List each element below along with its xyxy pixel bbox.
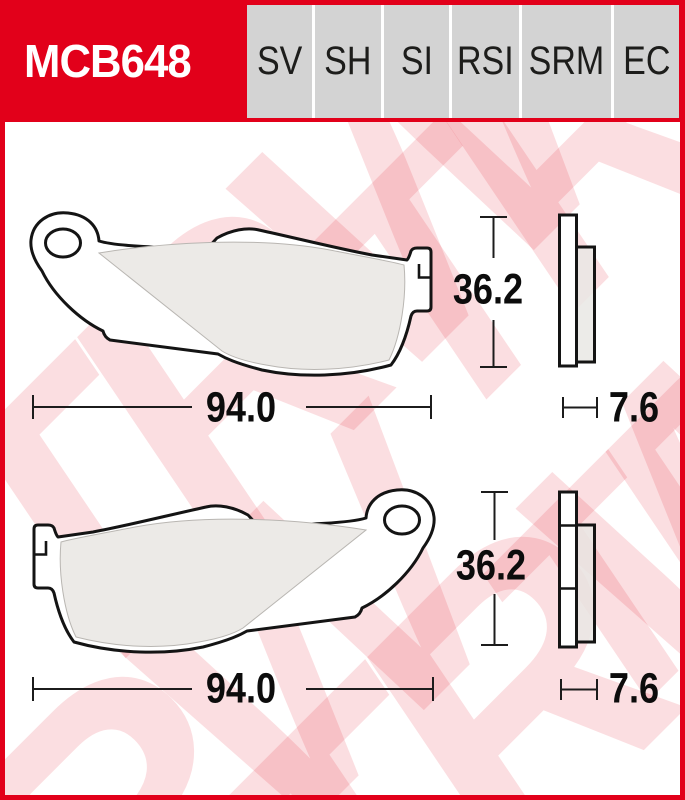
dim-line-length-top	[32, 395, 432, 419]
dim-thickness-bottom: 7.6	[608, 664, 660, 713]
dim-line-thickness-bottom	[560, 679, 598, 700]
side-view-top	[558, 213, 596, 368]
column-si: SI	[383, 5, 450, 118]
dim-thickness-top: 7.6	[608, 383, 660, 432]
dim-line-length-bottom	[32, 677, 434, 701]
column-si-label: SI	[400, 39, 433, 83]
column-rsi: RSI	[452, 5, 519, 118]
part-number: MCB648	[24, 35, 192, 87]
dim-length-bottom: 94.0	[205, 664, 277, 713]
dim-length-top: 94.0	[205, 383, 277, 432]
dim-line-height-top	[480, 216, 507, 368]
column-sh: SH	[315, 5, 381, 118]
brake-pad-drawing	[29, 211, 598, 701]
diagram-canvas: TRW TRW TRW TRW TRW	[5, 122, 680, 795]
column-ec-label: EC	[622, 39, 670, 83]
column-sv: SV	[247, 5, 313, 118]
dim-line-height-bottom	[481, 491, 508, 646]
pad-top-view	[29, 211, 433, 377]
dim-height-bottom: 36.2	[455, 541, 527, 590]
column-sh-label: SH	[324, 39, 372, 83]
pad-bottom-view	[32, 488, 436, 654]
column-srm-label: SRM	[528, 39, 604, 83]
diagram-area: TRW TRW TRW TRW TRW	[0, 122, 685, 800]
header-bar: MCB648 SV SH SI RSI SRM EC	[0, 0, 685, 122]
dim-height-top: 36.2	[452, 265, 524, 314]
column-rsi-label: RSI	[457, 39, 514, 83]
dimension-lines	[32, 216, 598, 701]
column-srm: SRM	[521, 5, 611, 118]
dim-line-thickness-top	[562, 397, 598, 418]
column-sv-label: SV	[257, 39, 303, 83]
compound-columns: SV SH SI RSI SRM EC	[247, 5, 680, 118]
side-view-bottom	[558, 490, 596, 649]
column-ec: EC	[613, 5, 680, 118]
